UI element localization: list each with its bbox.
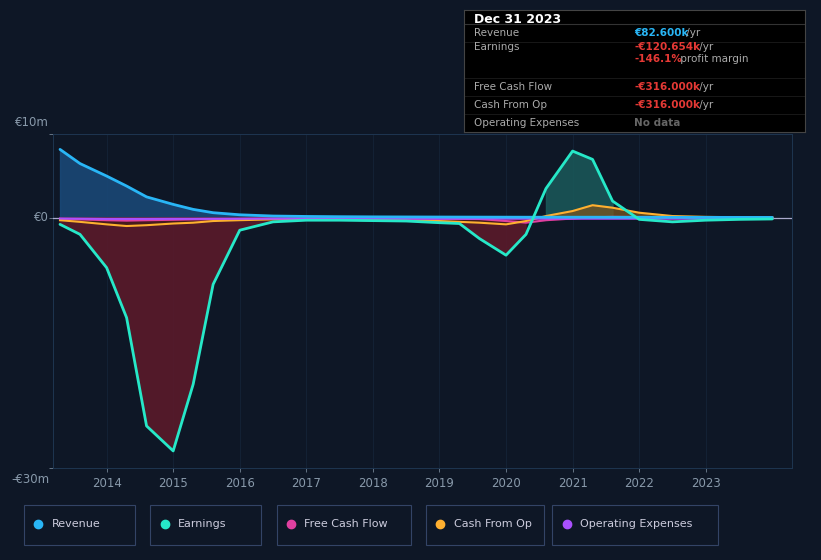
Text: /yr: /yr [695, 43, 713, 53]
Text: Free Cash Flow: Free Cash Flow [304, 519, 388, 529]
Text: Operating Expenses: Operating Expenses [580, 519, 692, 529]
Text: €10m: €10m [16, 116, 49, 129]
Text: -€30m: -€30m [11, 473, 49, 486]
Text: Revenue: Revenue [52, 519, 101, 529]
Text: Cash From Op: Cash From Op [454, 519, 532, 529]
Bar [277, 506, 410, 545]
Text: Revenue: Revenue [474, 28, 519, 38]
Text: -€316.000k: -€316.000k [635, 100, 700, 110]
Text: /yr: /yr [695, 100, 713, 110]
Text: Earnings: Earnings [178, 519, 227, 529]
Text: Operating Expenses: Operating Expenses [474, 118, 580, 128]
Bar [25, 506, 135, 545]
Text: -€120.654k: -€120.654k [635, 43, 700, 53]
Bar [553, 506, 718, 545]
Text: No data: No data [635, 118, 681, 128]
Text: Free Cash Flow: Free Cash Flow [474, 82, 553, 92]
Bar [426, 506, 544, 545]
Text: /yr: /yr [683, 28, 700, 38]
Text: -€316.000k: -€316.000k [635, 82, 700, 92]
Bar [150, 506, 261, 545]
Text: Cash From Op: Cash From Op [474, 100, 547, 110]
Text: €0: €0 [34, 211, 49, 224]
Text: -146.1%: -146.1% [635, 54, 682, 64]
Text: Dec 31 2023: Dec 31 2023 [474, 13, 562, 26]
Text: €82.600k: €82.600k [635, 28, 689, 38]
Text: profit margin: profit margin [677, 54, 749, 64]
Text: /yr: /yr [695, 82, 713, 92]
Text: Earnings: Earnings [474, 43, 520, 53]
